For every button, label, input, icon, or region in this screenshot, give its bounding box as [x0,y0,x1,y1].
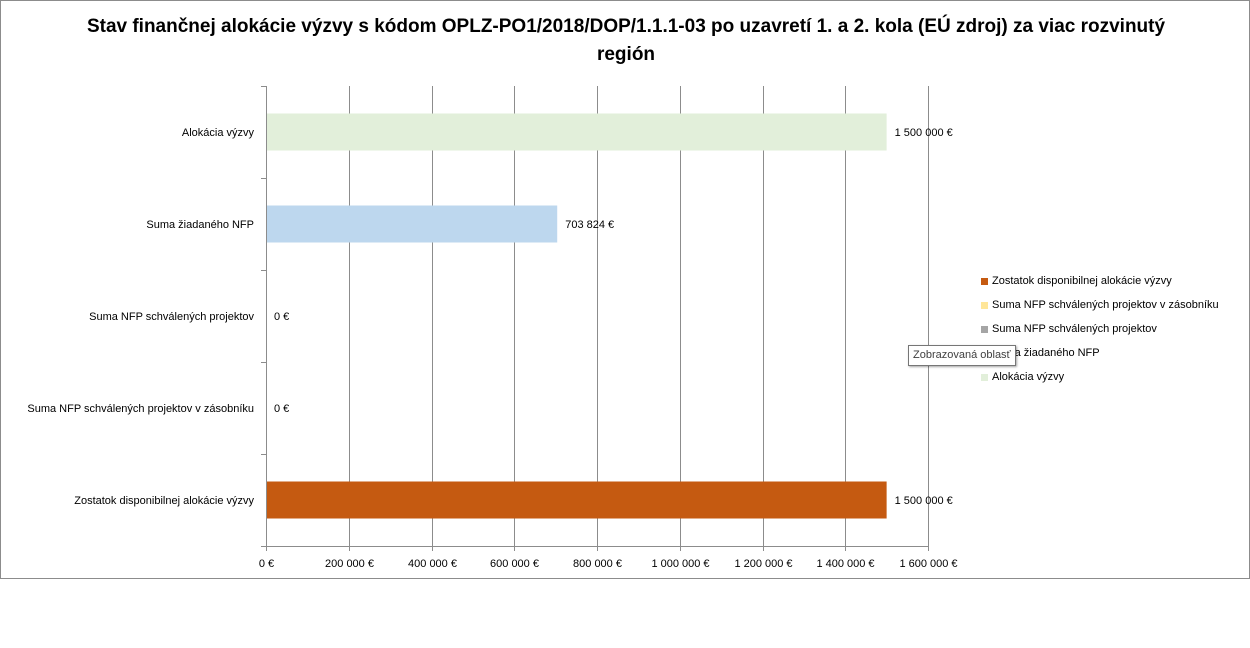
legend-item[interactable]: Suma žiadaného NFP [981,341,1219,365]
legend-item[interactable]: Suma NFP schválených projektov [981,317,1219,341]
x-tick-label: 1 000 000 € [651,558,709,570]
category-label: Alokácia výzvy [182,127,255,139]
x-tick-label: 1 400 000 € [816,558,874,570]
legend-label: Suma NFP schválených projektov v zásobní… [992,299,1219,311]
category-label: Zostatok disponibilnej alokácie výzvy [74,495,254,507]
x-tick-label: 1 600 000 € [899,558,957,570]
legend-swatch [981,301,988,309]
legend-label: Zostatok disponibilnej alokácie výzvy [992,275,1172,287]
legend-swatch [981,277,988,285]
data-label: 0 € [274,311,289,323]
chart-area[interactable]: Stav finančnej alokácie výzvy s kódom OP… [0,0,1250,579]
bar [267,113,887,151]
x-tick-label: 400 000 € [408,558,457,570]
legend[interactable]: Zostatok disponibilnej alokácie výzvy Sum… [981,269,1219,389]
data-label: 1 500 000 € [895,495,953,507]
bar [267,205,558,243]
legend-swatch [981,373,988,381]
legend-label: Alokácia výzvy [992,371,1065,383]
legend-swatch [981,325,988,333]
bar [267,481,887,519]
x-tick-label: 0 € [259,558,274,570]
legend-item[interactable]: Zostatok disponibilnej alokácie výzvy [981,269,1219,293]
data-label: 0 € [274,403,289,415]
plot-area-tooltip: Zobrazovaná oblasť [908,345,1016,366]
chart-title: Stav finančnej alokácie výzvy s kódom OP… [86,16,1166,65]
legend-item[interactable]: Alokácia výzvy [981,365,1219,389]
legend-label: Suma žiadaného NFP [992,347,1100,359]
x-tick-label: 800 000 € [573,558,622,570]
plot-area[interactable]: 0 € 200 000 € 400 000 € 600 000 € 800 000 € 1… [1,1,1249,578]
legend-label: Suma NFP schválených projektov [992,323,1157,335]
legend-item[interactable]: Suma NFP schválených projektov v zásobní… [981,293,1219,317]
category-label: Suma NFP schválených projektov v zásobní… [27,403,254,415]
x-tick-label: 600 000 € [490,558,539,570]
category-label: Suma žiadaného NFP [146,219,254,231]
data-label: 703 824 € [565,219,614,231]
x-tick-label: 1 200 000 € [734,558,792,570]
x-tick-label: 200 000 € [325,558,374,570]
data-label: 1 500 000 € [895,127,953,139]
category-label: Suma NFP schválených projektov [89,311,254,323]
